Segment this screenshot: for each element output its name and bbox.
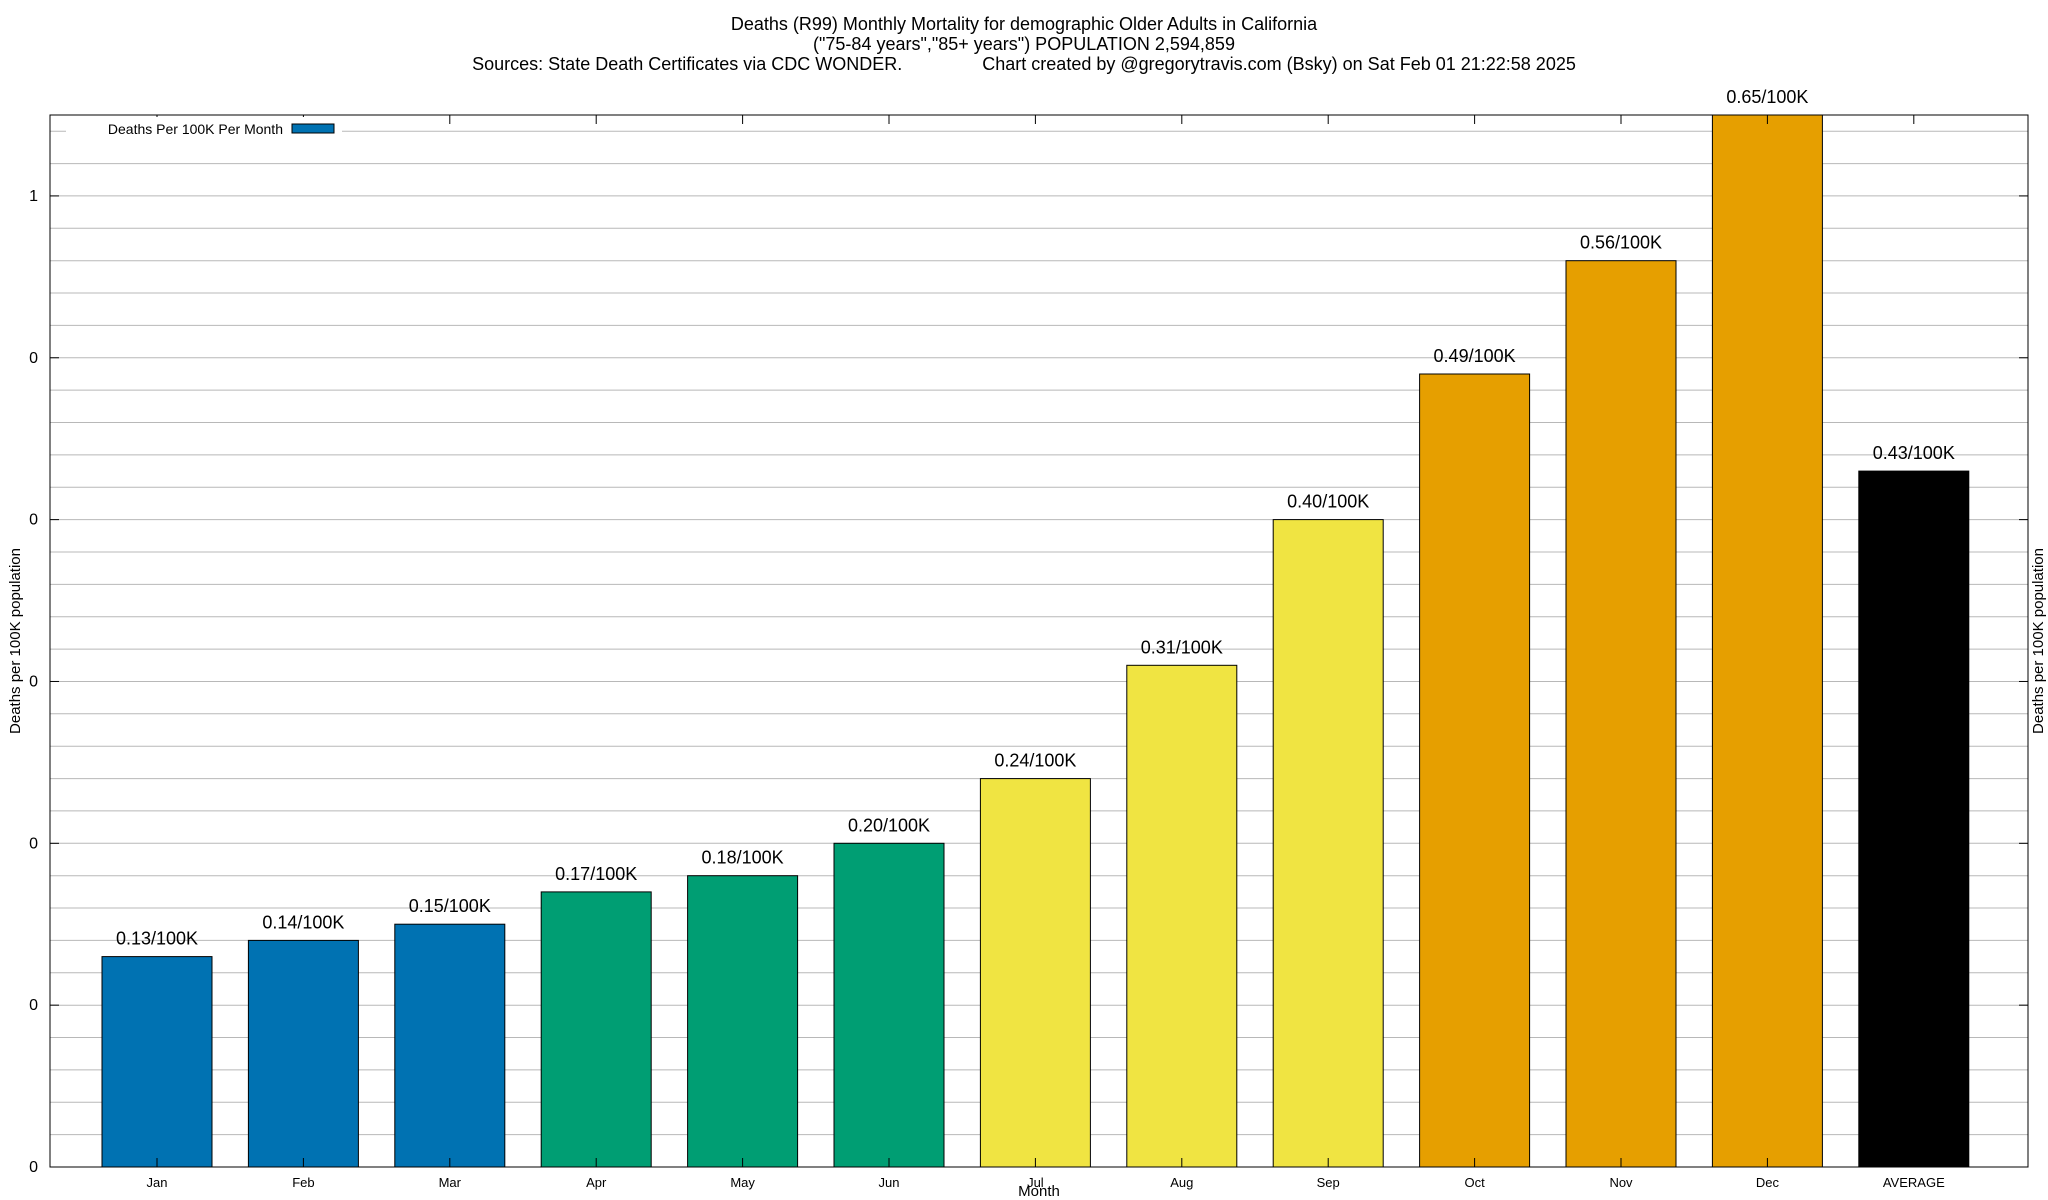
x-tick-label: Oct [1464, 1175, 1485, 1190]
y-tick-label: 0 [29, 835, 38, 852]
bar [394, 923, 506, 1168]
x-tick-label: Jan [147, 1175, 168, 1190]
bar [1126, 664, 1238, 1168]
x-axis-ticks: Jan Feb Mar Apr May Jun Jul Aug Sep Oct Nov Dec AVER… [147, 115, 1945, 1190]
x-tick-label: Apr [586, 1175, 607, 1190]
bars [101, 114, 1970, 1168]
y-tick-label: 0 [29, 350, 38, 367]
bar-value-label: 0.56/100K [1580, 233, 1662, 253]
bar [1565, 260, 1677, 1168]
data-labels: 0.13/100K 0.14/100K 0.15/100K 0.17/100K 0.18… [116, 87, 1955, 949]
x-tick-label: Mar [439, 1175, 462, 1190]
bar [1711, 114, 1823, 1168]
chart-title: Deaths (R99) Monthly Mortality for demog… [731, 14, 1318, 34]
legend: Deaths Per 100K Per Month [66, 117, 342, 141]
bar [101, 956, 213, 1168]
x-tick-label: Nov [1609, 1175, 1633, 1190]
x-tick-label: May [730, 1175, 755, 1190]
bar [979, 778, 1091, 1168]
bar [1272, 519, 1384, 1168]
x-tick-label: AVERAGE [1883, 1175, 1945, 1190]
y-tick-label: 1 [29, 188, 38, 205]
legend-swatch [291, 123, 335, 134]
x-axis-label: Month [1018, 1183, 1060, 1200]
y-tick-label: 0 [29, 1159, 38, 1176]
bar [1419, 373, 1531, 1168]
y-tick-label: 0 [29, 997, 38, 1014]
y-axis-label: Deaths per 100K population [7, 548, 24, 734]
bar-value-label: 0.15/100K [409, 896, 491, 916]
bar-value-label: 0.13/100K [116, 929, 198, 949]
bar-value-label: 0.49/100K [1434, 346, 1516, 366]
bar [540, 891, 652, 1168]
chart-source: Sources: State Death Certificates via CD… [472, 54, 1576, 74]
bar-value-label: 0.40/100K [1287, 492, 1369, 512]
x-tick-label: Sep [1317, 1175, 1340, 1190]
bar-value-label: 0.65/100K [1726, 87, 1808, 107]
bar-value-label: 0.17/100K [555, 864, 637, 884]
chart-subtitle: ("75-84 years","85+ years") POPULATION 2… [813, 34, 1235, 54]
x-tick-label: Dec [1756, 1175, 1780, 1190]
y-axis-ticks: 0 0 0 0 0 0 1 [29, 188, 2028, 1176]
legend-label: Deaths Per 100K Per Month [108, 121, 283, 137]
y-tick-label: 0 [29, 512, 38, 529]
bar [687, 875, 799, 1168]
bar-value-label: 0.14/100K [262, 912, 344, 932]
bar-value-label: 0.43/100K [1873, 443, 1955, 463]
bar-value-label: 0.24/100K [994, 751, 1076, 771]
x-tick-label: Jun [879, 1175, 900, 1190]
bar [1858, 470, 1970, 1168]
x-tick-label: Aug [1170, 1175, 1193, 1190]
bar-value-label: 0.20/100K [848, 815, 930, 835]
bar [833, 842, 945, 1168]
plot-frame [49, 114, 2029, 1168]
bar-value-label: 0.18/100K [702, 848, 784, 868]
bar [247, 939, 359, 1168]
x-tick-label: Feb [292, 1175, 314, 1190]
x-tick-label: Jul [1027, 1175, 1044, 1190]
y2-axis-label: Deaths per 100K population [2030, 548, 2047, 734]
bar-value-label: 0.31/100K [1141, 637, 1223, 657]
y-tick-label: 0 [29, 673, 38, 690]
